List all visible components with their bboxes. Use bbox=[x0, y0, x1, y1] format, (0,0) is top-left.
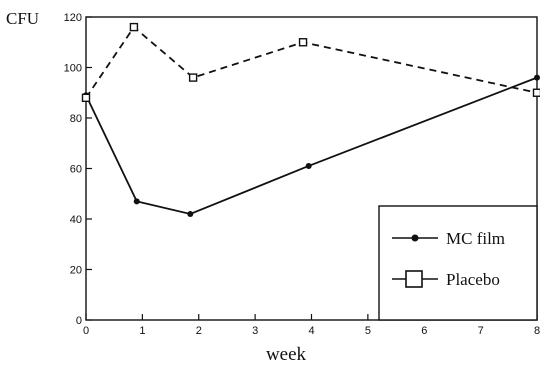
data-point-mc-film bbox=[305, 162, 312, 169]
data-point-placebo bbox=[188, 73, 198, 82]
legend-box bbox=[378, 205, 538, 321]
x-tick-label: 8 bbox=[534, 325, 540, 337]
data-point-placebo bbox=[298, 38, 308, 47]
y-tick-label: 20 bbox=[70, 265, 82, 277]
y-tick-label: 0 bbox=[76, 315, 82, 327]
data-point-mc-film bbox=[133, 198, 140, 205]
series-line-placebo bbox=[85, 25, 538, 99]
y-tick-label: 100 bbox=[64, 63, 82, 75]
x-tick-label: 1 bbox=[139, 325, 145, 337]
data-point-placebo bbox=[532, 88, 540, 97]
legend-placebo-label: Placebo bbox=[446, 270, 500, 289]
data-point-placebo bbox=[81, 93, 91, 103]
data-point-mc-film bbox=[187, 210, 194, 217]
series-layer bbox=[81, 22, 540, 217]
x-tick-label: 0 bbox=[83, 325, 89, 337]
x-axis-label: week bbox=[266, 344, 307, 365]
x-tick-label: 7 bbox=[478, 325, 484, 337]
series-line-mc-film bbox=[85, 76, 538, 215]
x-tick-label: 4 bbox=[308, 325, 314, 337]
y-axis-label: CFU bbox=[6, 9, 39, 28]
y-tick-label: 40 bbox=[70, 214, 82, 226]
x-tick-label: 3 bbox=[252, 325, 258, 337]
x-tick-label: 2 bbox=[196, 325, 202, 337]
y-tick-label: 80 bbox=[70, 113, 82, 125]
legend-mc-film-marker bbox=[411, 234, 419, 242]
legend: MC film Placebo bbox=[378, 205, 538, 321]
data-point-mc-film bbox=[534, 74, 540, 81]
legend-mc-film-label: MC film bbox=[446, 229, 505, 248]
x-tick-label: 5 bbox=[365, 325, 371, 337]
y-tick-label: 60 bbox=[70, 164, 82, 176]
x-tick-label: 6 bbox=[421, 325, 427, 337]
y-tick-label: 120 bbox=[64, 12, 82, 24]
legend-placebo-marker bbox=[405, 270, 423, 288]
data-point-placebo bbox=[129, 22, 139, 32]
